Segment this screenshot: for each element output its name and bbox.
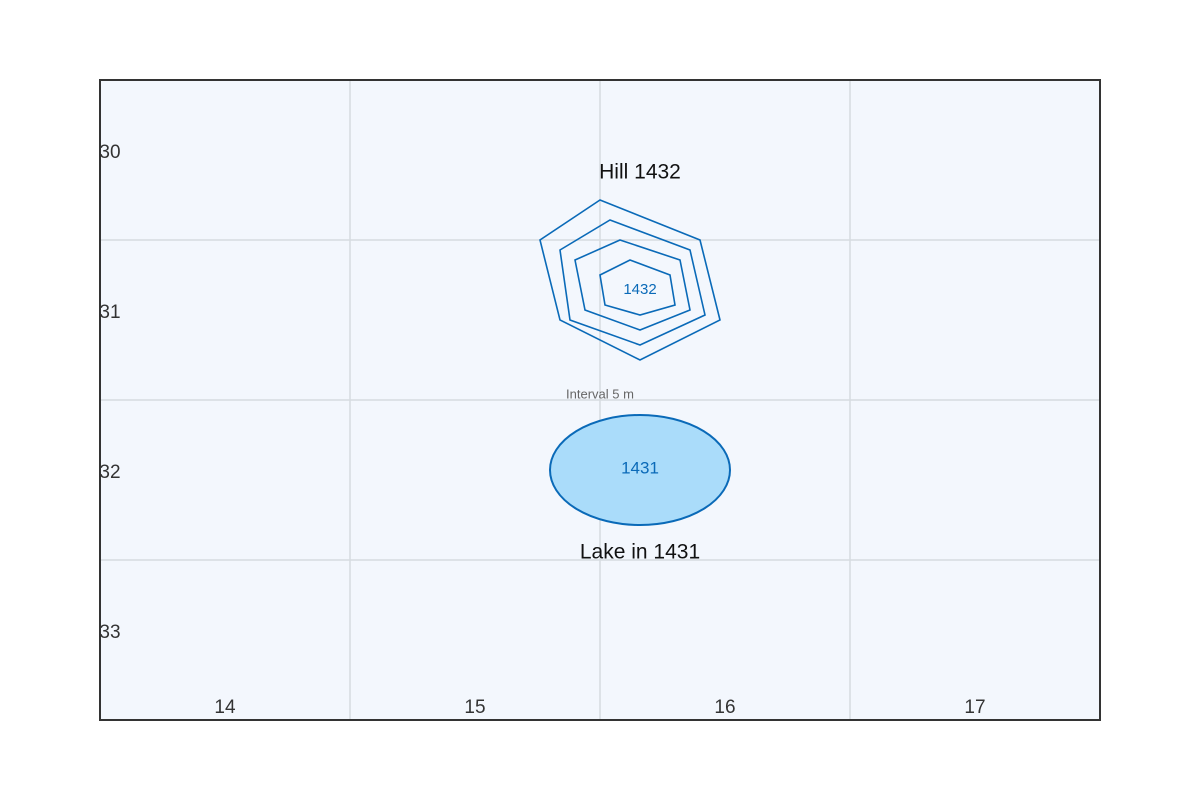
- hill-label: Hill 1432: [599, 161, 681, 184]
- contour-line: [599, 259, 676, 316]
- lake-elevation: 1431: [621, 458, 659, 477]
- column-label: 16: [714, 697, 735, 718]
- lake: [549, 414, 731, 526]
- row-labels: 30 31 32 33: [99, 142, 120, 643]
- hill-elevation: 1432: [623, 281, 656, 298]
- contours: [539, 199, 721, 361]
- contour-interval: Interval 5 m: [566, 386, 634, 401]
- column-label: 14: [214, 697, 236, 718]
- grid-lines: [100, 80, 1100, 720]
- row-label: 31: [99, 302, 120, 323]
- contour-line: [539, 199, 721, 361]
- row-label: 32: [99, 462, 120, 483]
- row-label: 33: [99, 622, 120, 643]
- column-label: 15: [464, 697, 485, 718]
- lake-label: Lake in 1431: [580, 541, 700, 564]
- contour-line: [559, 219, 706, 346]
- row-label: 30: [99, 142, 120, 163]
- column-labels: 14 15 16 17: [214, 697, 985, 718]
- column-label: 17: [964, 697, 985, 718]
- map-frame: [99, 79, 1101, 721]
- contour-line: [574, 239, 691, 331]
